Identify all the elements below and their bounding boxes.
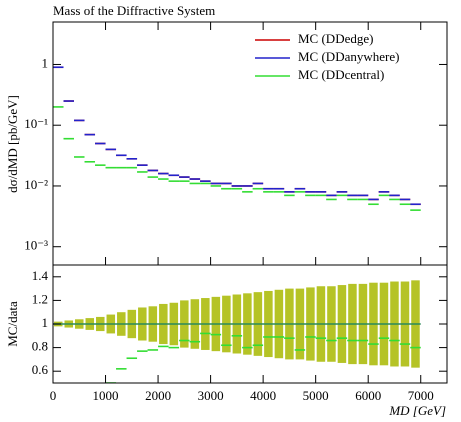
x-tick-label: 6000	[355, 388, 381, 403]
legend-label: MC (DDedge)	[298, 31, 373, 46]
axes: 10⁻³ 10⁻² 10⁻¹ 1 MC (DDedge) MC (DDanywhere) M…	[24, 22, 447, 403]
ratio-frame	[52, 264, 448, 384]
ratio-plot	[53, 280, 421, 383]
x-tick-label: 1000	[93, 388, 119, 403]
main-plot	[53, 66, 421, 211]
ratio-y-axis-label: MC/data	[5, 301, 20, 347]
y-tick-label: 1	[42, 55, 49, 70]
y-tick-label: 0.8	[32, 339, 48, 354]
x-tick-label: 3000	[198, 388, 224, 403]
x-tick-label: 0	[50, 388, 57, 403]
y-tick-label: 10⁻²	[24, 177, 48, 192]
y-tick-label: 1	[42, 315, 49, 330]
y-tick-label: 10⁻¹	[24, 116, 48, 131]
y-tick-label: 10⁻³	[24, 238, 48, 253]
chart-title: Mass of the Diffractive System	[53, 3, 215, 18]
legend-label: MC (DDanywhere)	[298, 49, 399, 64]
y-axis-label: dσ/dMD [pb/GeV]	[5, 95, 20, 193]
x-tick-label: 7000	[408, 388, 434, 403]
y-tick-label: 1.4	[32, 268, 49, 283]
legend-label: MC (DDcentral)	[298, 67, 384, 82]
x-tick-label: 5000	[303, 388, 329, 403]
x-tick-label: 4000	[250, 388, 276, 403]
y-tick-label: 0.6	[32, 362, 49, 377]
x-tick-label: 2000	[145, 388, 171, 403]
y-tick-label: 1.2	[32, 291, 48, 306]
x-axis-label: MD [GeV]	[388, 403, 446, 418]
